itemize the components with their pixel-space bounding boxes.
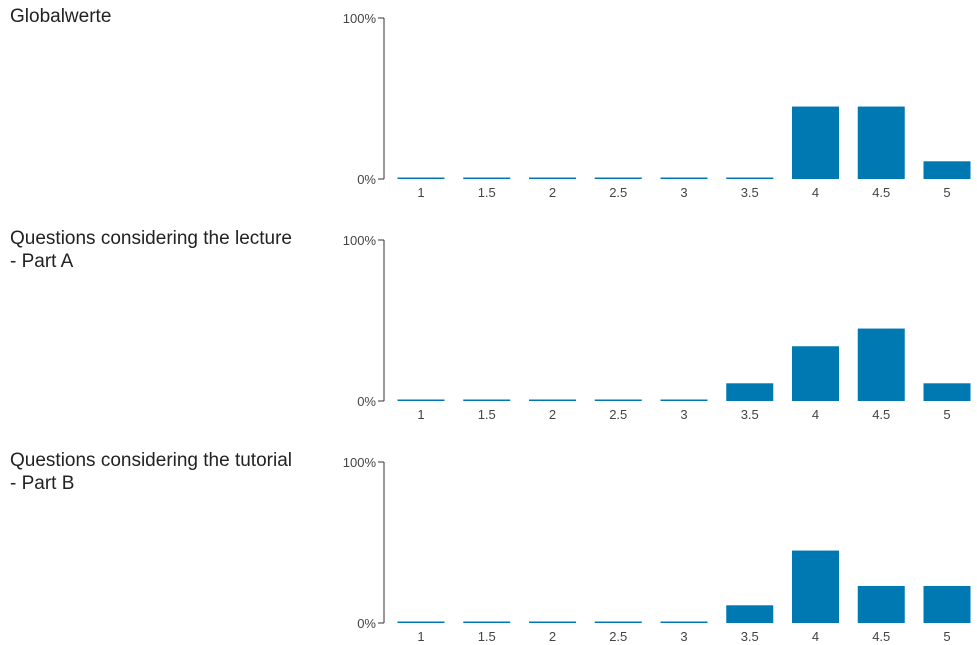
x-tick-label: 1.5 bbox=[478, 407, 496, 422]
y-tick-label: 100% bbox=[343, 233, 377, 248]
x-tick-label: 2.5 bbox=[609, 407, 627, 422]
x-tick-label: 5 bbox=[943, 407, 950, 422]
y-tick-label: 0% bbox=[357, 616, 376, 631]
chart-title: Questions considering the lecture - Part… bbox=[10, 228, 292, 272]
bar bbox=[726, 605, 774, 623]
x-tick-label: 3.5 bbox=[741, 629, 759, 644]
bar bbox=[660, 177, 708, 179]
x-tick-label: 4.5 bbox=[872, 629, 890, 644]
bar bbox=[857, 106, 905, 179]
x-tick-label: 1 bbox=[417, 185, 424, 200]
bar bbox=[397, 621, 445, 623]
bar bbox=[463, 621, 511, 623]
bar bbox=[397, 399, 445, 401]
x-tick-label: 4 bbox=[812, 629, 819, 644]
x-tick-label: 2 bbox=[549, 629, 556, 644]
bar bbox=[792, 106, 839, 179]
bar-chart: 100% 0% 1 1.5 2 2.5 3 3.5 4 4.5 5 bbox=[343, 11, 971, 200]
x-tick-label: 2 bbox=[549, 407, 556, 422]
x-tick-label: 4 bbox=[812, 407, 819, 422]
bar bbox=[660, 621, 708, 623]
bar bbox=[594, 399, 642, 401]
bar bbox=[792, 346, 839, 401]
x-tick-label: 3 bbox=[680, 407, 687, 422]
bar bbox=[594, 177, 642, 179]
chart-panel-tutorial-part-b: Questions considering the tutorial - Par… bbox=[0, 444, 977, 645]
bar bbox=[463, 399, 511, 401]
bar bbox=[726, 383, 774, 401]
bar bbox=[923, 585, 971, 623]
bar bbox=[529, 621, 576, 623]
x-tick-label: 1.5 bbox=[478, 629, 496, 644]
bar bbox=[923, 161, 971, 179]
x-tick-label: 4.5 bbox=[872, 407, 890, 422]
chart-panel-globalwerte: Globalwerte 100% 0% 1 1.5 2 2.5 3 3.5 4 4.5 5 bbox=[0, 0, 977, 222]
x-tick-label: 5 bbox=[943, 185, 950, 200]
bar bbox=[857, 585, 905, 623]
chart-panel-lecture-part-a: Questions considering the lecture - Part… bbox=[0, 222, 977, 444]
y-tick-label: 100% bbox=[343, 455, 377, 470]
x-tick-label: 2.5 bbox=[609, 185, 627, 200]
y-tick-label: 100% bbox=[343, 11, 377, 26]
bar bbox=[660, 399, 708, 401]
x-tick-label: 1 bbox=[417, 629, 424, 644]
x-tick-label: 4.5 bbox=[872, 185, 890, 200]
bar bbox=[726, 177, 774, 179]
x-tick-label: 1.5 bbox=[478, 185, 496, 200]
chart-title: Questions considering the tutorial - Par… bbox=[10, 450, 292, 494]
bar bbox=[594, 621, 642, 623]
bar bbox=[529, 177, 576, 179]
x-tick-label: 1 bbox=[417, 407, 424, 422]
bar bbox=[923, 383, 971, 401]
x-tick-label: 3 bbox=[680, 185, 687, 200]
bar-chart: 100% 0% 1 1.5 2 2.5 3 3.5 4 4.5 5 bbox=[343, 455, 971, 644]
x-tick-label: 2.5 bbox=[609, 629, 627, 644]
y-tick-label: 0% bbox=[357, 172, 376, 187]
x-tick-label: 5 bbox=[943, 629, 950, 644]
x-tick-label: 4 bbox=[812, 185, 819, 200]
x-tick-label: 3.5 bbox=[741, 407, 759, 422]
bar bbox=[792, 550, 839, 623]
bar bbox=[857, 328, 905, 401]
chart-title: Globalwerte bbox=[10, 6, 112, 27]
y-tick-label: 0% bbox=[357, 394, 376, 409]
x-tick-label: 3 bbox=[680, 629, 687, 644]
x-tick-label: 3.5 bbox=[741, 185, 759, 200]
bar bbox=[397, 177, 445, 179]
bar-chart: 100% 0% 1 1.5 2 2.5 3 3.5 4 4.5 5 bbox=[343, 233, 971, 422]
bar bbox=[529, 399, 576, 401]
x-tick-label: 2 bbox=[549, 185, 556, 200]
bar bbox=[463, 177, 511, 179]
